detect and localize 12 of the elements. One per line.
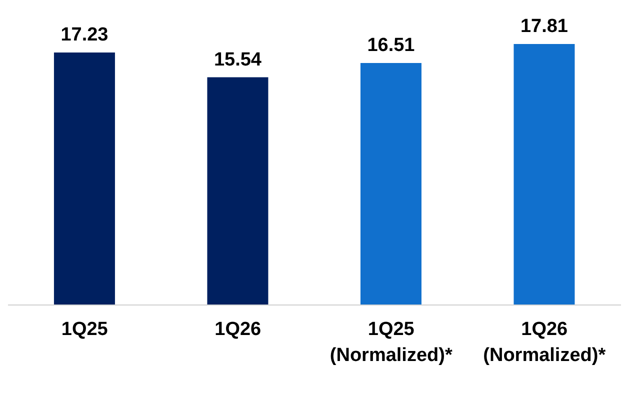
- bar: [514, 44, 575, 305]
- data-label: 15.54: [214, 49, 262, 70]
- data-label: 17.81: [520, 16, 568, 37]
- x-tick-label: 1Q25 (Normalized)*: [330, 319, 453, 366]
- x-tick-label: 1Q25: [61, 319, 108, 340]
- x-tick-label: 1Q26: [214, 319, 262, 340]
- data-label: 17.23: [60, 24, 108, 46]
- bar: [54, 52, 115, 305]
- x-tick-label: 1Q26 (Normalized)*: [483, 319, 606, 366]
- data-label: 16.51: [367, 35, 416, 56]
- bar: [360, 63, 422, 305]
- bar: [207, 77, 268, 305]
